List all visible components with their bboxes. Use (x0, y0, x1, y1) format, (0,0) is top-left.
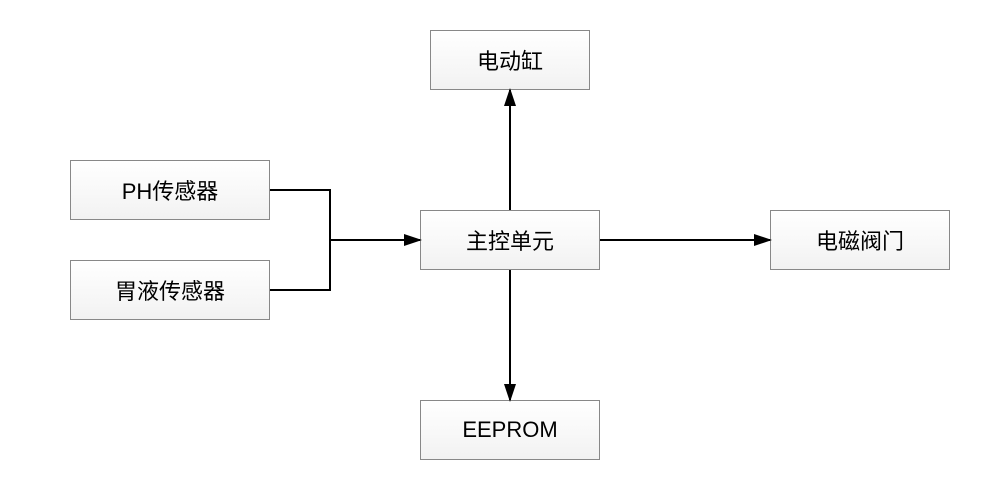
node-label: PH传感器 (122, 174, 219, 206)
node-label: 胃液传感器 (115, 274, 225, 306)
node-label: 电磁阀门 (816, 224, 904, 256)
node-gastric-sensor: 胃液传感器 (70, 260, 270, 320)
node-electric-cylinder: 电动缸 (430, 30, 590, 90)
node-label: 电动缸 (477, 44, 543, 76)
node-label: EEPROM (462, 417, 557, 443)
node-main-control: 主控单元 (420, 210, 600, 270)
node-solenoid-valve: 电磁阀门 (770, 210, 950, 270)
node-label: 主控单元 (466, 224, 554, 256)
node-ph-sensor: PH传感器 (70, 160, 270, 220)
node-eeprom: EEPROM (420, 400, 600, 460)
